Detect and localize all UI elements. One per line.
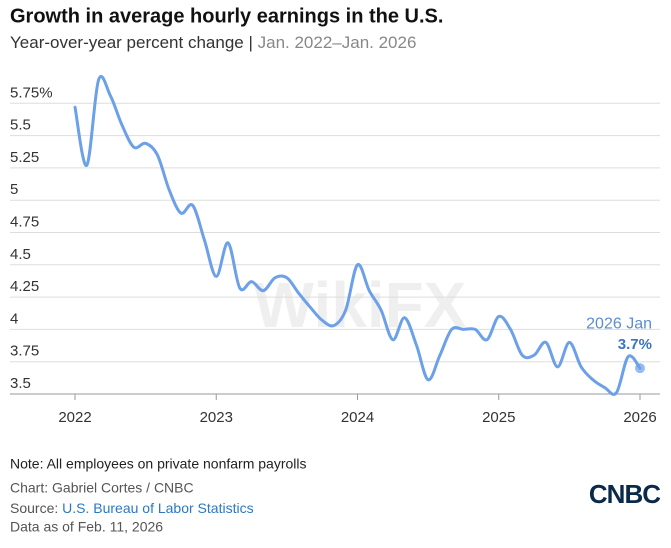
- chart-subtitle: Year-over-year percent change | Jan. 202…: [10, 33, 416, 52]
- source-label: Source:: [10, 500, 58, 516]
- source: Source: U.S. Bureau of Labor Statistics: [10, 500, 254, 516]
- x-tick-label: 2026: [623, 409, 656, 426]
- x-tick-label: 2022: [58, 409, 91, 426]
- x-tick-label: 2023: [200, 409, 233, 426]
- y-tick-label: 5.5: [10, 117, 31, 134]
- y-tick-label: 5.25: [10, 149, 39, 166]
- last-point: [635, 363, 645, 374]
- y-tick-label: 5.75%: [10, 84, 53, 101]
- subtitle-text: Year-over-year percent change |: [10, 33, 253, 52]
- note: Note: All employees on private nonfarm p…: [10, 456, 306, 472]
- line: [73, 75, 642, 396]
- x-tick-label: 2024: [341, 409, 374, 426]
- subtitle-period: Jan. 2022–Jan. 2026: [258, 33, 417, 52]
- source-link[interactable]: U.S. Bureau of Labor Statistics: [62, 500, 253, 516]
- annotation: 2026 Jan: [586, 315, 652, 332]
- x-tick-label: 2025: [482, 409, 515, 426]
- watermark: WikiFX: [254, 269, 467, 341]
- y-tick-label: 4.5: [10, 246, 31, 263]
- value-label: 3.7%: [618, 336, 652, 353]
- data-as-of: Data as of Feb. 11, 2026: [10, 519, 163, 535]
- logo: CNBC: [589, 479, 661, 509]
- credit: Chart: Gabriel Cortes / CNBC: [10, 480, 194, 496]
- y-tick-label: 3.5: [10, 375, 31, 392]
- y-tick-label: 4.75: [10, 213, 39, 230]
- y-tick-label: 5: [10, 181, 18, 198]
- y-tick-label: 4.25: [10, 278, 39, 295]
- y-tick-label: 3.75: [10, 343, 39, 360]
- y-tick-label: 4: [10, 310, 18, 327]
- chart-title: Growth in average hourly earnings in the…: [10, 5, 443, 27]
